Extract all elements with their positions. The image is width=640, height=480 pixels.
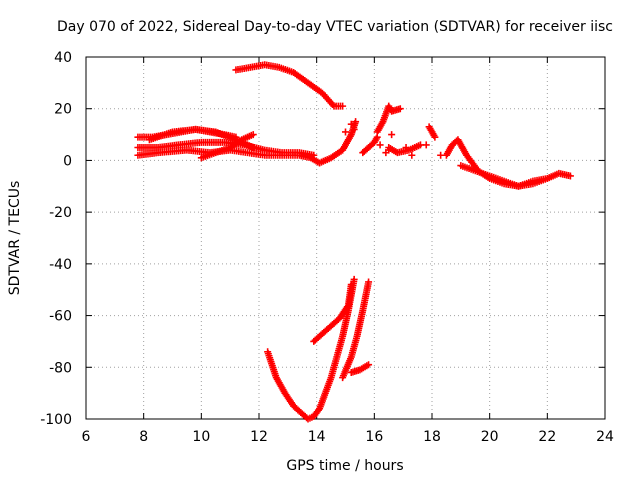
plot-frame [85, 56, 606, 420]
y-tick-label: -100 [40, 412, 72, 428]
series-arc15 [339, 278, 373, 382]
axis-ticks [85, 56, 606, 420]
data-point [566, 172, 574, 180]
y-tick-label: -60 [49, 309, 72, 325]
series-arc10 [425, 123, 439, 141]
x-tick-label: 20 [481, 429, 499, 445]
y-tick-label: -40 [49, 257, 72, 273]
data-point [342, 128, 349, 136]
y-tick-labels: -100 -80 -60 -40 -20 0 20 40 [40, 50, 72, 428]
data-marks [134, 61, 574, 423]
x-tick-label: 18 [423, 429, 441, 445]
data-point [249, 144, 257, 151]
data-point [365, 278, 373, 286]
series-arc14 [310, 281, 355, 345]
data-point [422, 141, 430, 149]
x-axis-label: GPS time / hours [286, 458, 403, 474]
y-tick-label: 40 [54, 50, 72, 66]
y-tick-label: 0 [63, 153, 72, 169]
data-point [350, 275, 358, 283]
data-point [388, 131, 396, 139]
data-point [352, 118, 360, 126]
y-axis-label: SDTVAR / TECUs [7, 181, 23, 296]
x-tick-label: 16 [365, 429, 383, 445]
y-tick-label: 20 [54, 102, 72, 118]
data-point [431, 133, 439, 141]
series-arc5 [197, 131, 257, 162]
series-arc12 [457, 162, 574, 190]
data-point [402, 144, 410, 151]
x-tick-labels: 6 8 10 12 14 16 18 20 22 24 [82, 429, 614, 445]
x-tick-label: 8 [139, 429, 148, 445]
data-point [365, 361, 373, 369]
x-tick-label: 22 [538, 429, 556, 445]
data-point [347, 120, 355, 128]
series-arc13 [264, 275, 358, 423]
data-point [396, 105, 404, 113]
data-point [339, 102, 347, 110]
x-tick-label: 14 [308, 429, 326, 445]
data-point [350, 125, 358, 133]
data-point [249, 131, 257, 139]
series-arc9 [385, 141, 424, 157]
x-tick-label: 10 [192, 429, 210, 445]
series-arc8 [373, 102, 404, 136]
series-arc7 [359, 133, 381, 157]
data-point [376, 141, 384, 149]
y-tick-label: -80 [49, 360, 72, 376]
data-point [408, 151, 416, 159]
series-arc6 [232, 61, 347, 110]
data-point [347, 281, 355, 289]
chart-title: Day 070 of 2022, Sidereal Day-to-day VTE… [57, 19, 613, 35]
grid [86, 57, 605, 419]
series-arc4 [145, 125, 257, 151]
data-point [437, 151, 445, 159]
data-point [385, 146, 393, 154]
series-scatter [342, 120, 445, 159]
x-tick-label: 24 [596, 429, 614, 445]
series-arc16 [347, 361, 373, 376]
x-tick-label: 6 [82, 429, 91, 445]
x-tick-label: 12 [250, 429, 268, 445]
y-tick-label: -20 [49, 205, 72, 221]
